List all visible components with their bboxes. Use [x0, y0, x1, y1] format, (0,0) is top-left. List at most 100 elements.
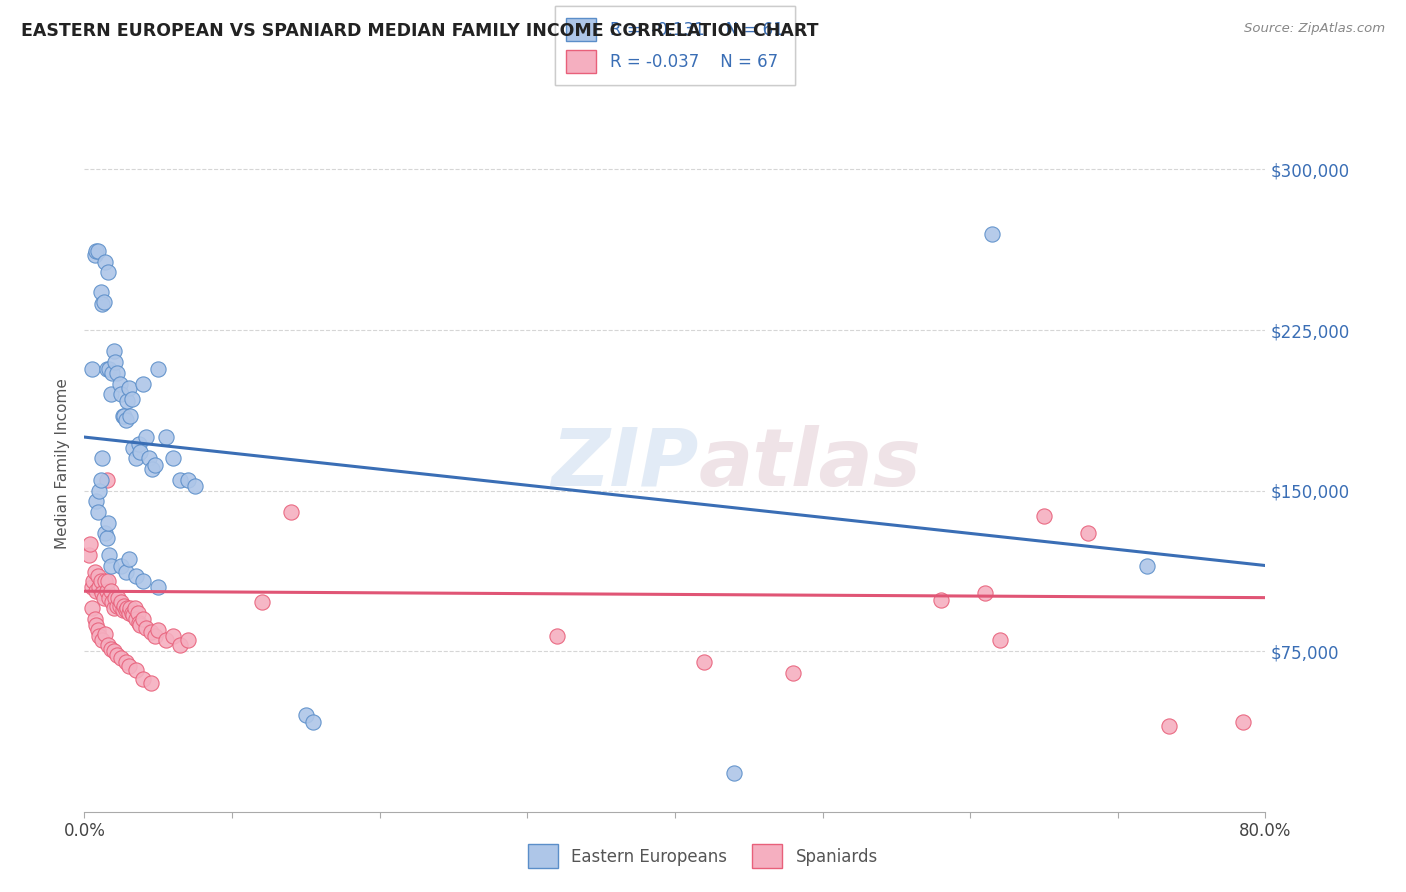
Point	[118, 606, 141, 620]
Point	[1232, 714, 1254, 729]
Point	[96, 473, 118, 487]
Point	[91, 586, 114, 600]
Point	[104, 591, 127, 605]
Point	[84, 618, 107, 632]
Text: EASTERN EUROPEAN VS SPANIARD MEDIAN FAMILY INCOME CORRELATION CHART: EASTERN EUROPEAN VS SPANIARD MEDIAN FAMI…	[21, 22, 818, 40]
Point	[87, 580, 111, 594]
Point	[1159, 719, 1181, 733]
Point	[108, 599, 131, 614]
Point	[90, 473, 112, 487]
Point	[83, 248, 105, 262]
Point	[162, 451, 184, 466]
Point	[83, 565, 105, 579]
Point	[973, 586, 995, 600]
Point	[302, 714, 325, 729]
Point	[94, 627, 117, 641]
Point	[112, 409, 135, 423]
Point	[122, 441, 145, 455]
Point	[115, 601, 138, 615]
Point	[1032, 509, 1054, 524]
Point	[94, 526, 117, 541]
Point	[84, 584, 107, 599]
Text: Source: ZipAtlas.com: Source: ZipAtlas.com	[1244, 22, 1385, 36]
Point	[87, 483, 111, 498]
Point	[107, 591, 129, 605]
Point	[110, 595, 132, 609]
Point	[98, 591, 121, 605]
Point	[100, 558, 122, 573]
Point	[118, 381, 141, 395]
Point	[135, 430, 157, 444]
Point	[91, 633, 114, 648]
Point	[96, 584, 118, 599]
Point	[132, 376, 155, 391]
Point	[1136, 558, 1159, 573]
Point	[129, 618, 152, 632]
Point	[98, 361, 121, 376]
Y-axis label: Median Family Income: Median Family Income	[55, 378, 70, 549]
Point	[90, 574, 112, 588]
Point	[105, 599, 128, 614]
Point	[127, 606, 149, 620]
Point	[111, 603, 134, 617]
Point	[114, 603, 136, 617]
Point	[1077, 526, 1099, 541]
Text: ZIP: ZIP	[551, 425, 699, 503]
Point	[122, 607, 145, 622]
Point	[84, 244, 107, 258]
Point	[132, 574, 155, 588]
Point	[723, 766, 745, 780]
Point	[103, 644, 125, 658]
Point	[84, 494, 107, 508]
Point	[101, 595, 124, 609]
Point	[546, 629, 568, 643]
Point	[80, 601, 103, 615]
Point	[110, 387, 132, 401]
Point	[100, 642, 122, 657]
Point	[100, 387, 122, 401]
Point	[115, 393, 138, 408]
Point	[148, 623, 170, 637]
Point	[87, 629, 111, 643]
Point	[118, 552, 141, 566]
Point	[90, 285, 112, 299]
Point	[103, 344, 125, 359]
Point	[143, 458, 166, 472]
Point	[79, 537, 101, 551]
Point	[97, 516, 120, 530]
Point	[139, 676, 162, 690]
Point	[169, 473, 191, 487]
Point	[155, 633, 177, 648]
Point	[141, 462, 163, 476]
Point	[280, 505, 302, 519]
Point	[120, 409, 142, 423]
Point	[125, 451, 148, 466]
Point	[110, 650, 132, 665]
Point	[94, 254, 117, 268]
Point	[184, 479, 207, 493]
Point	[162, 629, 184, 643]
Point	[105, 648, 128, 663]
Point	[98, 548, 121, 562]
Point	[96, 361, 118, 376]
Point	[86, 505, 108, 519]
Point	[100, 584, 122, 599]
Point	[93, 295, 115, 310]
Point	[132, 672, 155, 686]
Point	[155, 430, 177, 444]
Point	[111, 409, 134, 423]
Point	[96, 531, 118, 545]
Point	[97, 574, 120, 588]
Point	[929, 592, 952, 607]
Point	[295, 708, 318, 723]
Point	[97, 265, 120, 279]
Point	[139, 624, 162, 639]
Text: atlas: atlas	[699, 425, 921, 503]
Point	[97, 638, 120, 652]
Point	[86, 623, 108, 637]
Point	[91, 451, 114, 466]
Point	[128, 616, 150, 631]
Point	[143, 629, 166, 643]
Point	[135, 621, 157, 635]
Point	[121, 606, 143, 620]
